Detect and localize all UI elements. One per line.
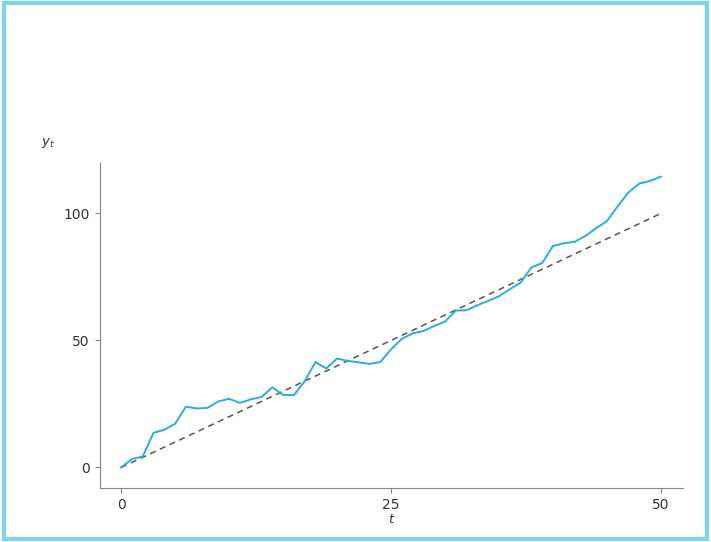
Text: $y_t$: $y_t$	[41, 136, 55, 150]
Text: $\mathbf{FIGURE\ 11.3}$   A realization of the random walk with drift, $y_t = 2 : $\mathbf{FIGURE\ 11.3}$ A realization of…	[18, 17, 561, 82]
X-axis label: t: t	[388, 513, 394, 526]
